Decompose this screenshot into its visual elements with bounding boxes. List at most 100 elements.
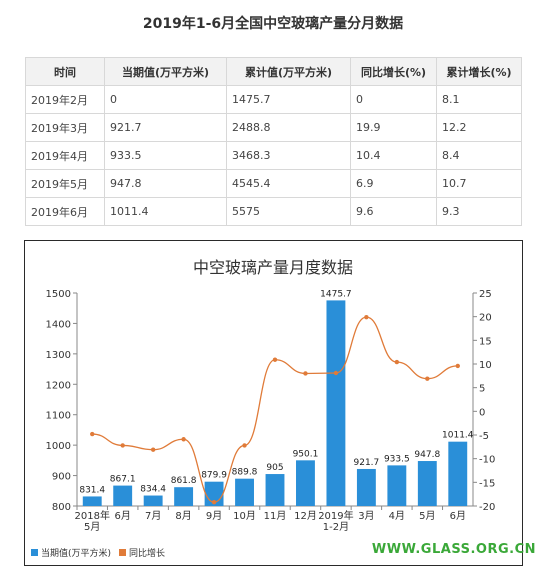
table-cell: 947.8 xyxy=(104,169,227,198)
x-tick-label: 3月 xyxy=(358,510,374,522)
x-tick-label: 2019年 1-2月 xyxy=(318,509,353,533)
table-cell: 0 xyxy=(350,85,437,114)
bar-data-label: 905 xyxy=(266,463,283,473)
table-cell: 2019年6月 xyxy=(25,197,105,226)
right-tick-label: 10 xyxy=(479,360,492,371)
table-cell: 8.4 xyxy=(436,141,522,170)
line-point xyxy=(181,437,186,442)
legend-swatch-bar xyxy=(31,549,38,556)
x-tick-label: 9月 xyxy=(206,510,222,522)
left-tick-label: 800 xyxy=(52,502,71,513)
line-point xyxy=(150,447,156,452)
combo-chart: 中空玻璃产量月度数据 800 900 1000 1100 1200 1300 1400 1500… xyxy=(46,258,496,533)
legend-item-line: 同比增长 xyxy=(119,546,165,559)
line-point xyxy=(364,314,369,320)
bar xyxy=(235,478,254,506)
table-cell: 921.7 xyxy=(104,113,227,142)
bar-data-label: 950.1 xyxy=(293,449,319,459)
bar-data-label: 1011.4 xyxy=(442,431,474,441)
left-tick-label: 1500 xyxy=(46,289,71,300)
table-cell: 5575 xyxy=(226,197,351,226)
x-tick-label: 4月 xyxy=(389,510,405,522)
bar-data-label: 861.8 xyxy=(171,476,197,486)
table-cell: 12.2 xyxy=(436,113,522,142)
line-point xyxy=(120,443,125,448)
right-tick-label: 20 xyxy=(479,313,492,324)
x-tick-label: 8月 xyxy=(175,510,191,522)
table-cell: 19.9 xyxy=(350,113,437,142)
left-tick-label: 1000 xyxy=(46,441,71,452)
bar xyxy=(82,496,102,506)
bar-data-label: 921.7 xyxy=(354,458,380,468)
right-tick-label: 5 xyxy=(479,384,485,395)
x-tick-label: 7月 xyxy=(145,510,161,522)
table-cell: 9.6 xyxy=(350,197,437,226)
table-cell: 2019年2月 xyxy=(25,85,105,114)
x-tick-label: 6月 xyxy=(115,510,131,522)
table-row: 2019年2月 0 1475.7 0 8.1 xyxy=(25,85,522,114)
bar xyxy=(356,468,376,506)
column-header-cumulative: 累计值(万平方米) xyxy=(226,57,351,86)
bar xyxy=(143,495,163,506)
x-tick-label: 5月 xyxy=(419,510,435,522)
right-tick-label: -10 xyxy=(479,455,495,466)
bar-data-label: 867.1 xyxy=(110,475,136,485)
column-header-yoy: 同比增长(%) xyxy=(350,57,437,86)
right-tick-label: -20 xyxy=(479,502,495,513)
line-point xyxy=(425,376,430,381)
line-point xyxy=(211,500,217,505)
yoy-line xyxy=(92,316,458,503)
table-cell: 10.4 xyxy=(350,141,437,170)
legend-item-bar: 当期值(万平方米) xyxy=(31,546,111,559)
bar xyxy=(387,465,407,506)
table-row: 2019年5月 947.8 4545.4 6.9 10.7 xyxy=(25,169,522,198)
table-cell: 2019年5月 xyxy=(25,169,105,198)
left-tick-label: 1400 xyxy=(46,319,71,330)
table-cell: 2488.8 xyxy=(226,113,351,142)
bar-data-label: 879.9 xyxy=(201,471,227,481)
right-tick-label: 0 xyxy=(479,407,485,418)
bar-data-label: 933.5 xyxy=(384,454,410,464)
left-tick-label: 900 xyxy=(52,472,71,483)
table-cell: 2019年4月 xyxy=(25,141,105,170)
table-cell: 9.3 xyxy=(436,197,522,226)
bar xyxy=(174,487,194,506)
table-cell: 8.1 xyxy=(436,85,522,114)
column-header-time: 时间 xyxy=(25,57,105,86)
table-cell: 3468.3 xyxy=(226,141,351,170)
bar-data-label: 889.8 xyxy=(232,468,258,478)
bar-data-label: 831.4 xyxy=(79,485,105,495)
table-cell: 10.7 xyxy=(436,169,522,198)
right-tick-label: 15 xyxy=(479,336,492,347)
right-tick-label: -5 xyxy=(479,431,489,442)
right-tick-label: -15 xyxy=(479,478,495,489)
table-cell: 6.9 xyxy=(350,169,437,198)
line-point xyxy=(303,371,308,376)
page-title: 2019年1-6月全国中空玻璃产量分月数据 xyxy=(142,16,404,32)
left-tick-label: 1200 xyxy=(46,380,71,391)
right-tick-label: 25 xyxy=(479,289,492,300)
chart-legend: 当期值(万平方米) 同比增长 xyxy=(31,546,165,559)
table-row: 2019年3月 921.7 2488.8 19.9 12.2 xyxy=(25,113,522,142)
table-row: 2019年4月 933.5 3468.3 10.4 8.4 xyxy=(25,141,522,170)
chart-panel: 中空玻璃产量月度数据 800 900 1000 1100 1200 1300 1400 1500… xyxy=(24,240,523,566)
chart-title: 中空玻璃产量月度数据 xyxy=(193,258,353,277)
line-point xyxy=(90,431,95,437)
left-tick-label: 1300 xyxy=(46,350,71,361)
table-header-row: 时间 当期值(万平方米) 累计值(万平方米) 同比增长(%) 累计增长(%) xyxy=(25,57,522,86)
table-cell: 0 xyxy=(104,85,227,114)
table-cell: 1475.7 xyxy=(226,85,351,114)
x-tick-label: 2018年 5月 xyxy=(75,509,110,533)
table-cell: 2019年3月 xyxy=(25,113,105,142)
legend-label-bar: 当期值(万平方米) xyxy=(41,549,112,559)
bar xyxy=(113,485,133,506)
x-tick-label: 10月 xyxy=(233,510,256,522)
watermark: WWW.GLASS.ORG.CN xyxy=(371,542,536,557)
bar xyxy=(326,300,346,506)
bar-data-label: 947.8 xyxy=(414,450,440,460)
line-point xyxy=(272,357,278,362)
x-tick-label: 6月 xyxy=(450,510,466,522)
line-point xyxy=(242,443,247,448)
column-header-current: 当期值(万平方米) xyxy=(104,57,227,86)
line-point xyxy=(455,363,460,369)
